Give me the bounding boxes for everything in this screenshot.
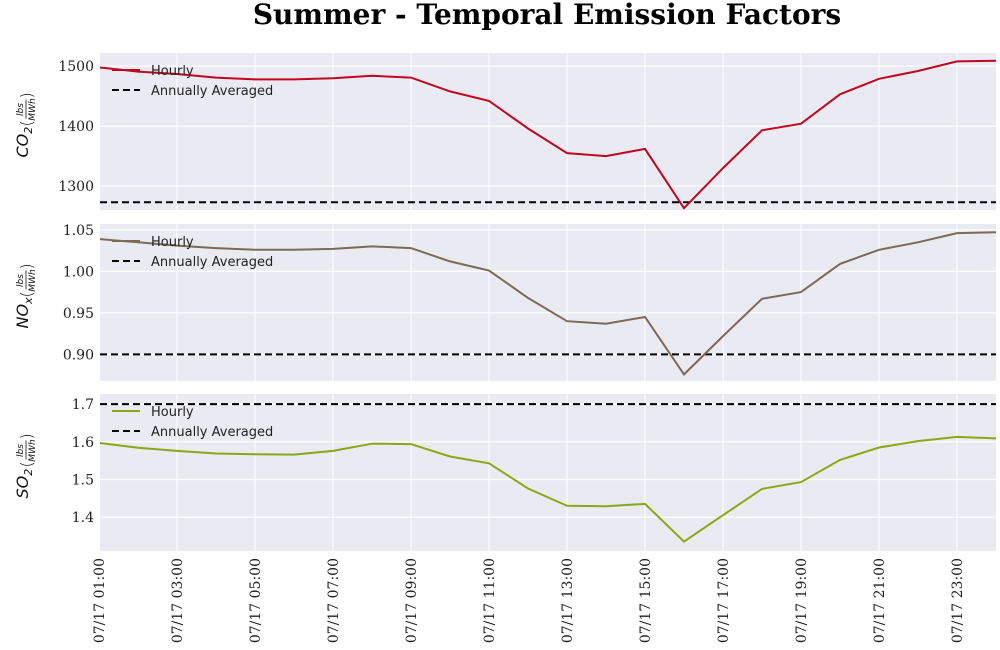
x-tick-label: 07/17 03:00 [170, 558, 186, 643]
so2-legend-hourly-label: Hourly [151, 405, 194, 420]
so2-ylabel-rparen: ) [17, 433, 36, 439]
nox-ylabel: NOx( lbs MWh) [13, 263, 38, 328]
x-axis: 07/17 01:00 07/17 03:00 07/17 05:00 07/17 0… [92, 558, 966, 643]
x-tick-label: 07/17 07:00 [326, 558, 342, 643]
co2-legend-average-label: Annually Averaged [151, 84, 273, 99]
x-tick-label: 07/17 01:00 [92, 558, 108, 643]
nox-hourly-line [100, 231, 996, 376]
co2-ylabel-lparen: ( [17, 120, 36, 126]
x-tick-label: 07/17 11:00 [482, 558, 498, 643]
co2-hourly-line [100, 59, 996, 210]
so2-hourly-line [100, 435, 996, 543]
co2-ylabel-rparen: ) [17, 92, 36, 98]
co2-ylabel-unit-num: lbs [16, 103, 26, 116]
nox-ylabel-sub: x [22, 297, 35, 305]
so2-legend-average-label: Annually Averaged [151, 425, 273, 440]
nox-ytick-label: 0.90 [63, 347, 94, 363]
co2-ylabel-sub: 2 [22, 127, 35, 134]
nox-ytick-label: 1.05 [63, 223, 94, 239]
co2-ylabel-main: CO [13, 134, 32, 158]
so2-ytick-label: 1.6 [72, 435, 94, 451]
so2-ylabel-text: SO2 [13, 469, 35, 499]
so2-ylabel-sub: 2 [22, 469, 35, 476]
nox-ytick-label: 1.00 [63, 264, 94, 280]
so2-plot-area [100, 394, 996, 551]
so2-ylabel: SO2 ( lbs MWh) [13, 433, 38, 498]
nox-plot-area [100, 224, 996, 381]
so2-ytick-label: 1.4 [72, 510, 94, 526]
nox-ylabel-unit-den: MWh [28, 269, 38, 292]
x-tick-label: 07/17 19:00 [794, 558, 810, 643]
nox-ylabel-unit-num: lbs [16, 274, 26, 287]
chart-title: Summer - Temporal Emission Factors [253, 0, 841, 31]
co2-ytick-label: 1400 [58, 119, 94, 135]
panel-nox: 0.90 0.95 1.00 1.05 Hourly Annually Averaged N… [13, 223, 996, 381]
panel-co2: 1300 1400 1500 Hourly Annually Averaged CO2( l… [13, 53, 996, 210]
so2-ylabel-unit-den: MWh [28, 439, 38, 462]
x-tick-label: 07/17 09:00 [404, 558, 420, 643]
nox-legend-average-label: Annually Averaged [151, 255, 273, 270]
x-tick-label: 07/17 15:00 [638, 558, 654, 643]
nox-ylabel-lparen: ( [17, 291, 36, 297]
x-tick-label: 07/17 23:00 [950, 558, 966, 643]
co2-ylabel: CO2( lbs MWh) [13, 92, 38, 157]
x-tick-label: 07/17 21:00 [872, 558, 888, 643]
so2-ylabel-main: SO [13, 476, 32, 499]
panel-so2: 1.4 1.5 1.6 1.7 Hourly Annually Averaged SO2 ( l… [13, 394, 996, 551]
x-tick-label: 07/17 13:00 [560, 558, 576, 643]
co2-legend-hourly-label: Hourly [151, 64, 194, 79]
so2-ylabel-lparen: ( [17, 461, 36, 467]
nox-legend-hourly-label: Hourly [151, 235, 194, 250]
x-tick-label: 07/17 05:00 [248, 558, 264, 643]
nox-ylabel-main: NO [13, 304, 32, 329]
so2-ytick-label: 1.7 [72, 397, 94, 413]
co2-ytick-label: 1300 [58, 179, 94, 195]
co2-ytick-label: 1500 [58, 59, 94, 75]
nox-ylabel-rparen: ) [17, 263, 36, 269]
nox-ytick-label: 0.95 [63, 306, 94, 322]
co2-ylabel-text: CO2 [13, 127, 35, 158]
co2-ylabel-unit-den: MWh [28, 98, 38, 121]
so2-ylabel-unit-num: lbs [16, 444, 26, 457]
nox-ylabel-text: NOx [13, 297, 35, 329]
x-tick-label: 07/17 17:00 [716, 558, 732, 643]
so2-ytick-label: 1.5 [72, 472, 94, 488]
